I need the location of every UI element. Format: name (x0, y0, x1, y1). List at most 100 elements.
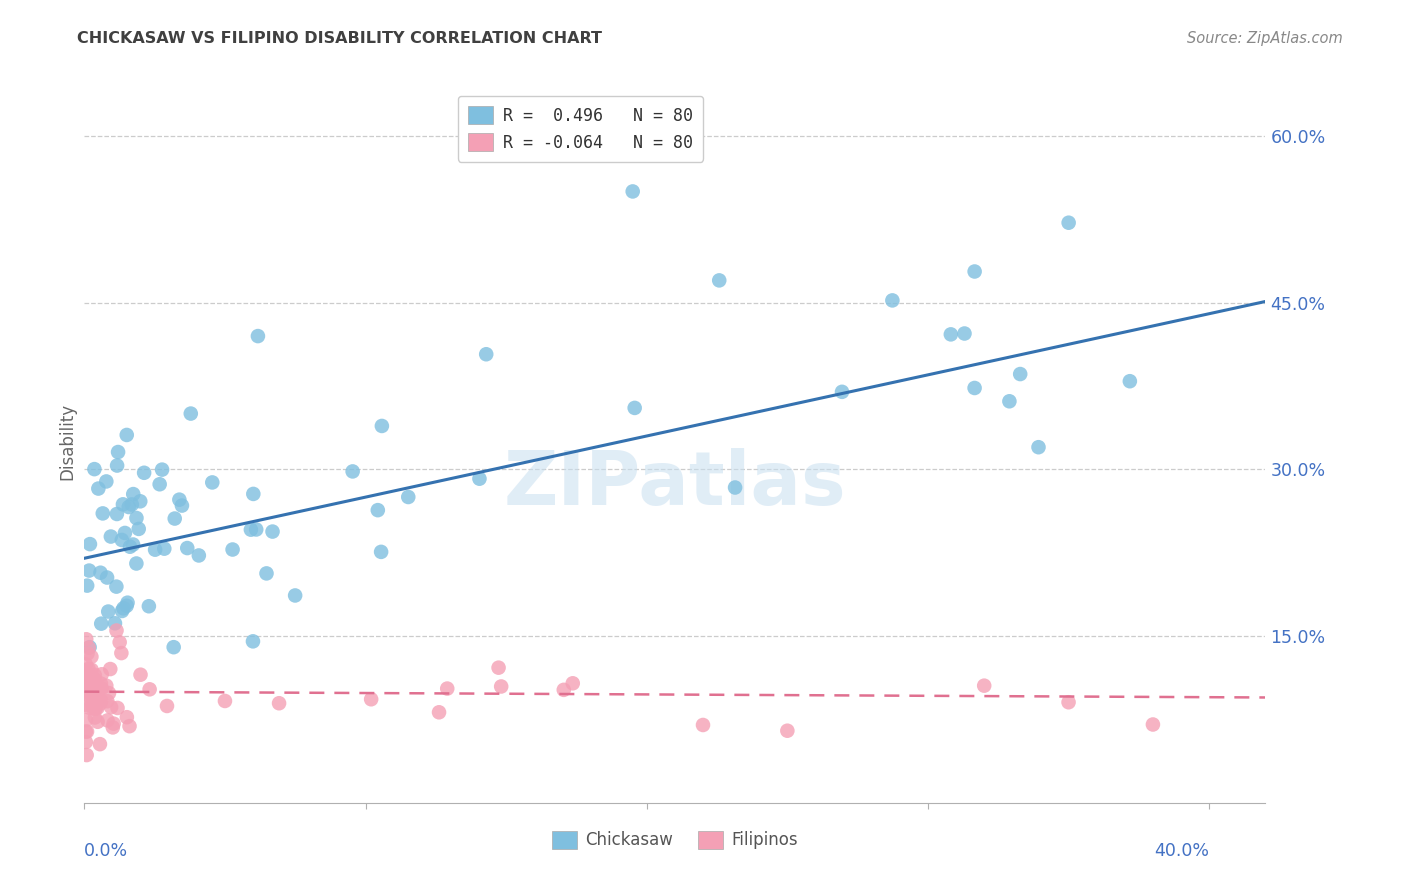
Point (79, 690, 101, 704)
Point (89, 737, 111, 751)
Point (187, 549, 209, 563)
Point (115, 599, 138, 613)
Point (84, 702, 107, 716)
Point (973, 679, 995, 693)
Point (367, 503, 389, 517)
Point (82, 688, 104, 702)
Point (122, 537, 145, 551)
Point (80, 688, 103, 702)
Point (128, 522, 150, 536)
Point (1028, 440, 1050, 454)
Point (105, 580, 128, 594)
Point (75, 632, 97, 647)
Point (90, 693, 112, 707)
Point (371, 419, 394, 434)
Point (79, 678, 101, 692)
Point (998, 394, 1021, 409)
Point (100, 700, 122, 714)
Text: ZIPatlas: ZIPatlas (503, 449, 846, 522)
Point (100, 530, 122, 544)
Point (97, 605, 120, 619)
Point (939, 327, 962, 342)
Point (134, 466, 156, 480)
Point (83, 462, 105, 476)
Point (342, 464, 364, 478)
Point (111, 497, 134, 511)
Point (75, 724, 97, 739)
Point (104, 616, 127, 631)
Point (80, 663, 103, 677)
Point (87, 482, 110, 496)
Point (77, 700, 100, 714)
Point (201, 475, 224, 490)
Point (1119, 374, 1142, 388)
Point (107, 701, 129, 715)
Point (76, 647, 98, 661)
Point (170, 499, 193, 513)
Text: 0.0%: 0.0% (84, 842, 128, 860)
Point (75, 713, 97, 727)
Point (115, 710, 138, 724)
Point (82, 701, 104, 715)
Point (87, 694, 110, 708)
Point (156, 698, 179, 713)
Point (98, 662, 121, 676)
Point (117, 596, 139, 610)
Point (83, 668, 105, 682)
Point (163, 511, 186, 525)
Point (76, 671, 98, 685)
Point (882, 293, 904, 308)
Point (245, 523, 267, 537)
Point (118, 500, 141, 514)
Legend: Chickasaw, Filipinos: Chickasaw, Filipinos (546, 824, 804, 856)
Point (256, 566, 278, 581)
Point (87, 691, 110, 706)
Point (176, 541, 198, 555)
Point (75, 664, 97, 678)
Point (692, 718, 714, 732)
Point (77, 662, 100, 676)
Point (553, 682, 575, 697)
Point (87, 684, 110, 698)
Point (953, 326, 976, 341)
Point (101, 720, 124, 734)
Point (96, 570, 118, 584)
Text: Source: ZipAtlas.com: Source: ZipAtlas.com (1187, 31, 1343, 46)
Point (112, 601, 135, 615)
Point (489, 680, 512, 694)
Point (1010, 367, 1032, 381)
Point (488, 661, 510, 675)
Point (105, 458, 128, 473)
Point (221, 542, 243, 557)
Point (98, 686, 121, 700)
Point (1057, 216, 1080, 230)
Point (84, 690, 107, 704)
Point (149, 477, 172, 491)
Point (436, 681, 458, 696)
Point (396, 490, 419, 504)
Point (242, 487, 264, 501)
Point (267, 696, 290, 710)
Point (776, 723, 799, 738)
Point (82, 698, 104, 713)
Point (90, 676, 112, 690)
Point (96, 694, 118, 708)
Point (475, 347, 498, 361)
Point (76, 724, 98, 739)
Point (963, 381, 986, 395)
Point (83, 676, 105, 690)
Point (75, 684, 97, 698)
Point (76, 579, 98, 593)
Point (163, 640, 186, 655)
Point (121, 498, 143, 512)
Point (96, 679, 118, 693)
Point (262, 524, 284, 539)
Point (115, 428, 138, 442)
Point (360, 692, 382, 706)
Point (83, 672, 105, 686)
Point (621, 185, 644, 199)
Point (75, 698, 97, 712)
Point (111, 533, 134, 547)
Point (80, 649, 103, 664)
Point (709, 273, 731, 287)
